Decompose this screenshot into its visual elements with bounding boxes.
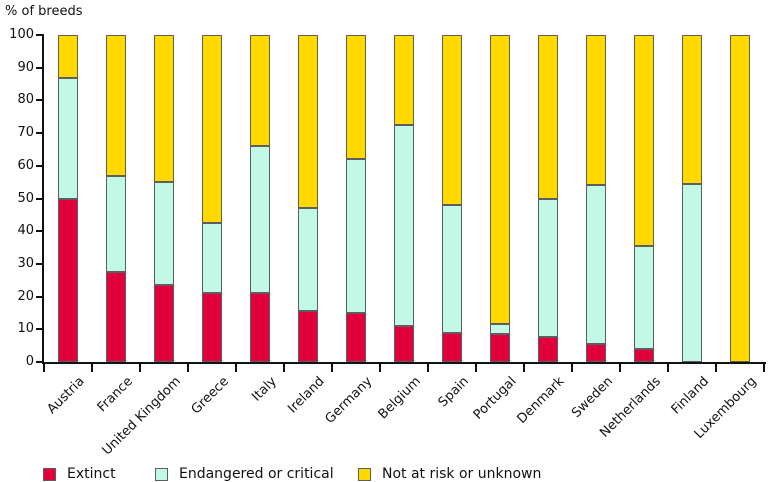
- y-axis-tick-label: 10: [17, 321, 34, 336]
- bar-segment-extinct-austria: [58, 199, 78, 362]
- bar-segment-extinct-france: [106, 272, 126, 362]
- y-axis-tick: [36, 230, 44, 232]
- bar-segment-not-at-risk-or-unknown-sweden: [586, 35, 606, 185]
- y-axis-tick-label: 100: [9, 27, 34, 42]
- bar-segment-endangered-or-critical-spain: [442, 205, 462, 333]
- y-axis-tick: [36, 99, 44, 101]
- legend-swatch-extinct: [43, 467, 56, 481]
- y-axis-tick-label: 30: [17, 256, 34, 271]
- bar-segment-endangered-or-critical-germany: [346, 159, 366, 313]
- bar-segment-extinct-netherlands: [634, 349, 654, 362]
- y-axis-tick: [36, 67, 44, 69]
- bar-segment-not-at-risk-or-unknown-united-kingdom: [154, 35, 174, 182]
- y-axis-tick-label: 40: [17, 223, 34, 238]
- legend-swatch-endangered-or-critical: [155, 467, 168, 481]
- bar-segment-not-at-risk-or-unknown-italy: [250, 35, 270, 146]
- y-axis-tick-label: 80: [17, 92, 34, 107]
- x-axis-tick: [619, 364, 621, 372]
- bar-segment-extinct-ireland: [298, 311, 318, 362]
- y-axis-title: % of breeds: [5, 4, 83, 19]
- x-axis-tick: [235, 364, 237, 372]
- x-axis-tick: [427, 364, 429, 372]
- bar-segment-endangered-or-critical-netherlands: [634, 246, 654, 349]
- bar-segment-not-at-risk-or-unknown-luxembourg: [730, 35, 750, 362]
- x-axis-tick: [667, 364, 669, 372]
- y-axis-tick-label: 90: [17, 60, 34, 75]
- bar-segment-not-at-risk-or-unknown-portugal: [490, 35, 510, 324]
- bar-segment-not-at-risk-or-unknown-greece: [202, 35, 222, 223]
- x-axis-tick: [283, 364, 285, 372]
- bar-segment-endangered-or-critical-finland: [682, 184, 702, 362]
- y-axis-tick-label: 60: [17, 158, 34, 173]
- bar-segment-extinct-portugal: [490, 334, 510, 362]
- bar-segment-endangered-or-critical-france: [106, 176, 126, 272]
- bar-segment-endangered-or-critical-italy: [250, 146, 270, 293]
- bar-segment-extinct-germany: [346, 313, 366, 362]
- y-axis-tick: [36, 263, 44, 265]
- bar-segment-not-at-risk-or-unknown-finland: [682, 35, 702, 184]
- bar-segment-extinct-united-kingdom: [154, 285, 174, 362]
- y-axis-tick-label: 70: [17, 125, 34, 140]
- x-axis-line: [42, 362, 766, 364]
- x-axis-tick: [763, 364, 765, 372]
- bar-segment-not-at-risk-or-unknown-ireland: [298, 35, 318, 208]
- bar-segment-not-at-risk-or-unknown-netherlands: [634, 35, 654, 246]
- legend-label: Extinct: [67, 466, 116, 482]
- bar-segment-extinct-sweden: [586, 344, 606, 362]
- legend-item-endangered-or-critical: Endangered or critical: [155, 466, 334, 482]
- y-axis-tick: [36, 34, 44, 36]
- x-axis-tick: [43, 364, 45, 372]
- bar-segment-not-at-risk-or-unknown-spain: [442, 35, 462, 205]
- bar-segment-endangered-or-critical-denmark: [538, 199, 558, 337]
- bar-segment-endangered-or-critical-sweden: [586, 185, 606, 344]
- y-axis-tick: [36, 132, 44, 134]
- bar-segment-endangered-or-critical-greece: [202, 223, 222, 293]
- bar-segment-not-at-risk-or-unknown-france: [106, 35, 126, 176]
- bar-segment-extinct-greece: [202, 293, 222, 362]
- x-axis-tick: [91, 364, 93, 372]
- y-axis-tick: [36, 296, 44, 298]
- bar-segment-endangered-or-critical-portugal: [490, 324, 510, 334]
- bar-segment-endangered-or-critical-belgium: [394, 125, 414, 326]
- x-axis-tick: [715, 364, 717, 372]
- x-axis-tick: [379, 364, 381, 372]
- x-axis-tick: [571, 364, 573, 372]
- x-axis-tick: [187, 364, 189, 372]
- y-axis-tick-label: 50: [17, 191, 34, 206]
- bar-segment-not-at-risk-or-unknown-austria: [58, 35, 78, 78]
- bar-segment-endangered-or-critical-united-kingdom: [154, 182, 174, 285]
- bar-segment-not-at-risk-or-unknown-germany: [346, 35, 366, 159]
- bar-segment-endangered-or-critical-austria: [58, 78, 78, 199]
- legend-swatch-not-at-risk-or-unknown: [358, 467, 371, 481]
- bar-segment-extinct-belgium: [394, 326, 414, 362]
- bar-segment-extinct-denmark: [538, 337, 558, 362]
- legend-item-extinct: Extinct: [43, 466, 116, 482]
- bar-segment-extinct-spain: [442, 333, 462, 362]
- y-axis-tick: [36, 165, 44, 167]
- bar-segment-not-at-risk-or-unknown-belgium: [394, 35, 414, 125]
- legend-label: Not at risk or unknown: [382, 466, 542, 482]
- legend-item-not-at-risk-or-unknown: Not at risk or unknown: [358, 466, 541, 482]
- y-axis-tick: [36, 198, 44, 200]
- x-axis-tick: [139, 364, 141, 372]
- x-axis-tick: [523, 364, 525, 372]
- x-axis-tick: [331, 364, 333, 372]
- y-axis-tick: [36, 361, 44, 363]
- y-axis-tick: [36, 328, 44, 330]
- y-axis-tick-label: 20: [17, 289, 34, 304]
- bar-segment-not-at-risk-or-unknown-denmark: [538, 35, 558, 199]
- x-axis-tick: [475, 364, 477, 372]
- legend-label: Endangered or critical: [179, 466, 334, 482]
- bar-segment-extinct-italy: [250, 293, 270, 362]
- y-axis-tick-label: 0: [25, 354, 34, 369]
- bar-segment-endangered-or-critical-ireland: [298, 208, 318, 311]
